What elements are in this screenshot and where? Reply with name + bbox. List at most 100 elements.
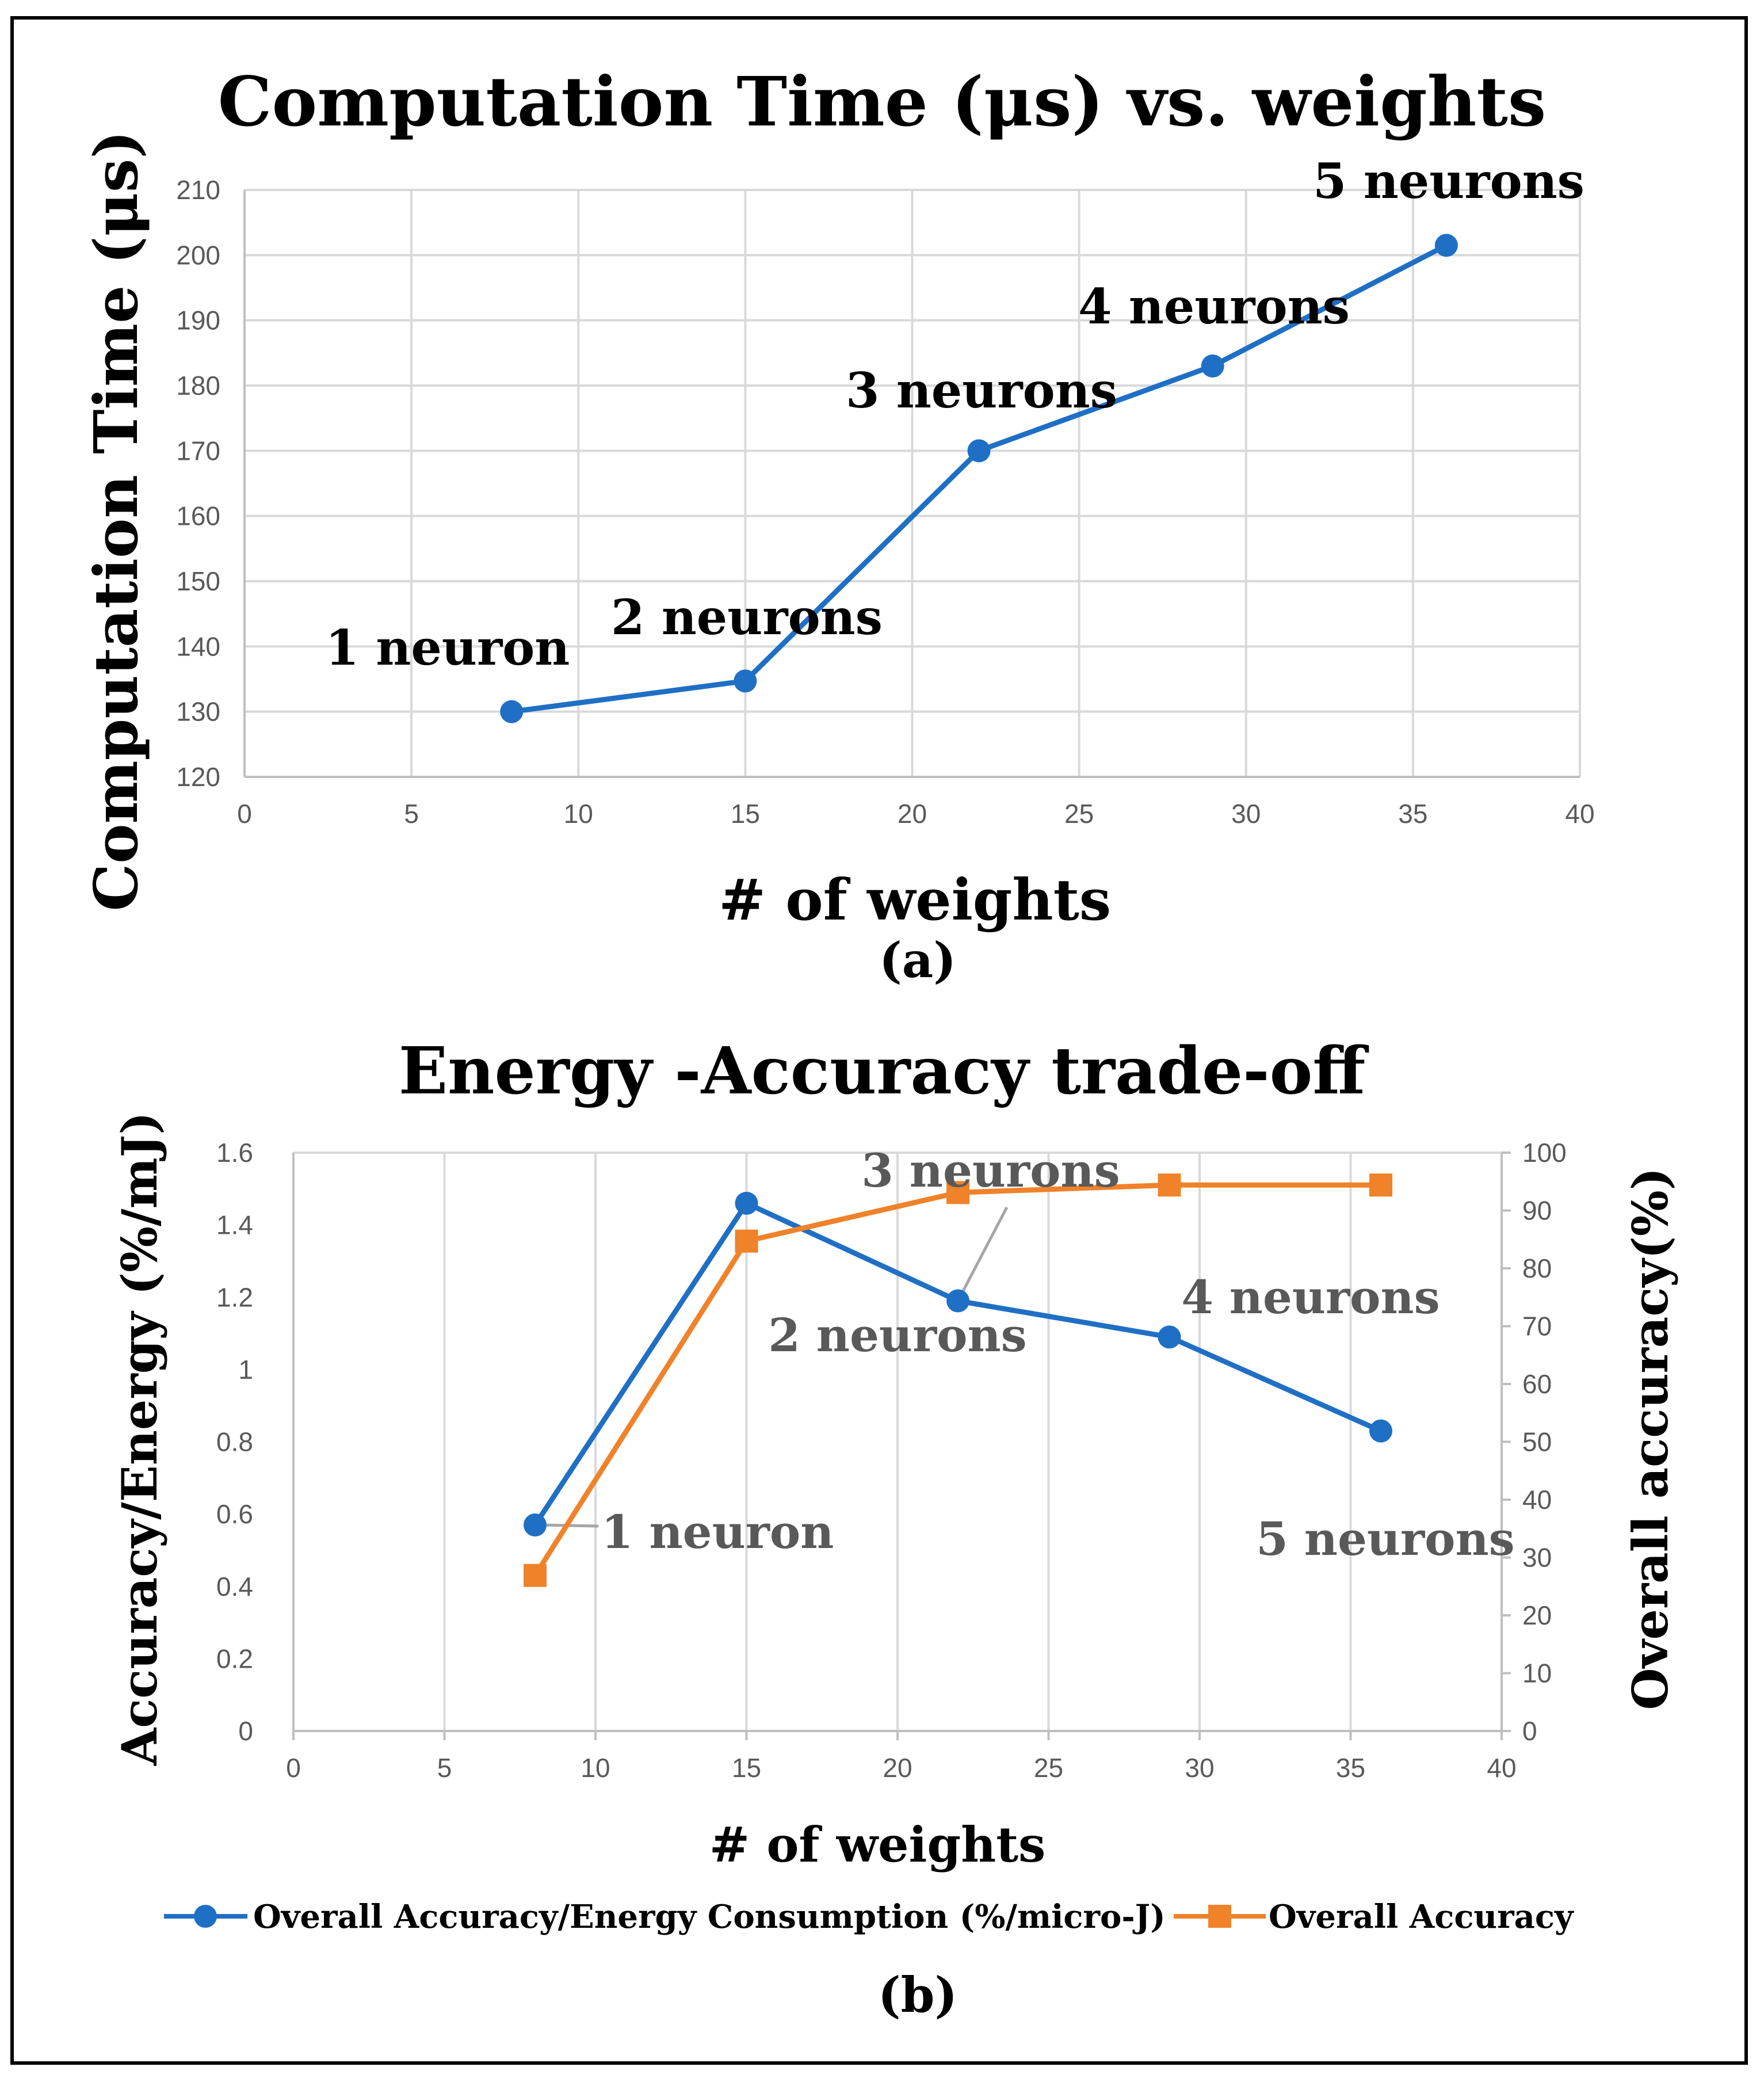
- legend-overall-accuracy-label: Overall Accuracy: [1269, 1898, 1574, 1936]
- chart-b-y2-tick-label: 30: [1522, 1543, 1552, 1573]
- figure-frame: [10, 16, 1748, 2065]
- chart-a-title: Computation Time (μs) vs. weights: [218, 62, 1547, 142]
- chart-b-y2-axis-title: Overall accuracy(%): [1622, 1168, 1679, 1710]
- chart-b-annotations: 1 neuron 2 neurons 3 neurons 4 neurons 5…: [601, 1143, 1515, 1566]
- chart-a-y-tick-label: 160: [176, 501, 220, 531]
- chart-b-series-1-point: [1158, 1325, 1181, 1349]
- chart-a-y-tick-label: 190: [176, 306, 220, 335]
- chart-a-data-point: [1201, 354, 1224, 378]
- chart-a-y-tick-label: 200: [176, 240, 220, 270]
- chart-b-annotation-3: 3 neurons: [861, 1143, 1120, 1198]
- chart-b-y2-tick-label: 0: [1522, 1716, 1537, 1746]
- chart-a-x-axis-title: # of weights: [719, 867, 1111, 933]
- chart-b-y2-tick-label: 40: [1522, 1485, 1552, 1515]
- chart-a-annotation-1: 1 neuron: [326, 619, 570, 676]
- chart-b-y-tick-label: 0.8: [216, 1427, 253, 1457]
- chart-b-y-tick-label: 0.6: [216, 1499, 253, 1529]
- legend-item-accuracy-energy: Overall Accuracy/Energy Consumption (%/m…: [164, 1898, 1166, 1936]
- chart-b-series-1-point: [946, 1289, 969, 1313]
- chart-b-annotation-2: 2 neurons: [768, 1308, 1026, 1362]
- chart-b-y-tick-label: 1.2: [216, 1282, 253, 1312]
- chart-a-y-tick-label: 120: [176, 762, 220, 792]
- chart-a-x-ticks: 0 5 10 15 20 25 30 35 40: [237, 799, 1594, 829]
- chart-b-y-ticks: 0 0.2 0.4 0.6 0.8 1 1.2 1.4 1.6: [216, 1138, 253, 1746]
- chart-b-annotation-1: 1 neuron: [601, 1505, 834, 1559]
- chart-b-y-tick-label: 0.4: [216, 1572, 253, 1602]
- legend-accuracy-energy-marker: [194, 1905, 217, 1928]
- chart-b-gridlines: [292, 1152, 1511, 1740]
- chart-a-x-tick-label: 25: [1064, 799, 1094, 829]
- chart-a-series: [500, 234, 1458, 723]
- chart-b-series-1-point: [1369, 1419, 1392, 1443]
- chart-a-annotation-3: 3 neurons: [846, 362, 1117, 419]
- chart-a-y-tick-label: 210: [176, 175, 220, 205]
- chart-a-annotation-4: 4 neurons: [1078, 278, 1350, 335]
- chart-b-x-tick-label: 15: [732, 1753, 761, 1783]
- chart-b-y2-tick-label: 90: [1522, 1196, 1552, 1226]
- chart-b-x-ticks: 0 5 10 15 20 25 30 35 40: [286, 1753, 1516, 1783]
- chart-a-x-tick-label: 15: [731, 799, 760, 829]
- chart-b-x-tick-label: 10: [581, 1753, 610, 1783]
- chart-a-x-tick-label: 35: [1398, 799, 1427, 829]
- chart-b-series-1-point: [735, 1191, 758, 1215]
- chart-a-data-point: [1434, 234, 1458, 257]
- chart-b-y2-tick-label: 60: [1522, 1369, 1552, 1399]
- chart-a-gridlines: [243, 189, 1581, 778]
- chart-a-annotations: 1 neuron 2 neurons 3 neurons 4 neurons 5…: [326, 152, 1584, 676]
- chart-a-data-point: [967, 439, 991, 463]
- chart-a-data-point: [734, 669, 757, 693]
- chart-a-x-tick-label: 0: [237, 799, 252, 829]
- chart-a-x-tick-label: 30: [1231, 799, 1261, 829]
- chart-a-y-tick-label: 150: [176, 566, 220, 596]
- chart-a-y-tick-label: 140: [176, 631, 220, 661]
- chart-a-caption: (a): [879, 932, 956, 989]
- chart-b-x-tick-label: 40: [1487, 1753, 1516, 1783]
- chart-b-y-tick-label: 0.2: [216, 1644, 253, 1673]
- chart-b-y2-tick-label: 20: [1522, 1600, 1552, 1630]
- chart-b-annotation-4: 4 neurons: [1181, 1270, 1440, 1324]
- chart-b-series: [524, 1173, 1392, 1587]
- chart-b-y2-tick-label: 100: [1522, 1138, 1567, 1168]
- chart-a-x-tick-label: 10: [564, 799, 593, 829]
- chart-b-y-tick-label: 1: [238, 1355, 253, 1385]
- chart-b-x-tick-label: 20: [883, 1753, 912, 1783]
- chart-b-y2-tick-label: 10: [1522, 1658, 1552, 1688]
- chart-a-y-tick-label: 130: [176, 697, 220, 727]
- chart-b-y2-tick-label: 70: [1522, 1311, 1552, 1341]
- chart-a-y-tick-label: 180: [176, 371, 220, 401]
- chart-b-series-2-point: [735, 1229, 758, 1253]
- chart-a-x-tick-label: 40: [1565, 799, 1594, 829]
- annotation-leader-3: [956, 1206, 1009, 1302]
- chart-b-x-tick-label: 25: [1034, 1753, 1063, 1783]
- chart-b-y-axis-title: Accuracy/Energy (%/mJ): [111, 1112, 168, 1766]
- chart-b-x-tick-label: 35: [1336, 1753, 1365, 1783]
- chart-b-x-tick-label: 5: [437, 1753, 452, 1783]
- chart-b-y-tick-label: 1.4: [216, 1210, 253, 1240]
- chart-b-y2-tick-label: 80: [1522, 1253, 1552, 1283]
- chart-a-y-axis-title: Computation Time (μs): [81, 130, 151, 911]
- chart-a-data-point: [500, 700, 524, 723]
- chart-b-caption: (b): [878, 1966, 957, 2023]
- chart-b-y2-ticks: 0 10 20 30 40 50 60 70 80 90 100: [1522, 1138, 1567, 1746]
- chart-b-y2-tick-label: 50: [1522, 1427, 1552, 1457]
- chart-b-leader-lines: [540, 1202, 1009, 1528]
- chart-a-annotation-2: 2 neurons: [611, 589, 883, 646]
- chart-a-x-tick-label: 5: [404, 799, 419, 829]
- chart-b-series-1-point: [524, 1513, 547, 1536]
- chart-a: Computation Time (μs) vs. weights 0 5 10 15…: [81, 62, 1595, 989]
- chart-b-series-2-point: [1158, 1173, 1181, 1197]
- chart-b-title: Energy -Accuracy trade-off: [399, 1034, 1369, 1109]
- chart-b-y-tick-label: 1.6: [216, 1138, 253, 1168]
- legend-overall-accuracy-marker: [1208, 1905, 1231, 1928]
- chart-b-x-tick-label: 30: [1185, 1753, 1214, 1783]
- chart-b: Energy -Accuracy trade-off 0 5 10 15 20 25 30 3…: [111, 1034, 1679, 2023]
- chart-a-y-ticks: 120 130 140 150 160 170 180 190 200 210: [176, 175, 220, 792]
- chart-a-annotation-5: 5 neurons: [1313, 152, 1584, 209]
- chart-b-series-2-point: [946, 1181, 969, 1204]
- chart-b-series-1-line: [533, 1200, 1382, 1527]
- chart-b-series-2-point: [1369, 1173, 1392, 1197]
- chart-b-series-2-point: [524, 1564, 547, 1587]
- legend-item-overall-accuracy: Overall Accuracy: [1174, 1898, 1574, 1936]
- chart-b-y-tick-label: 0: [238, 1716, 253, 1746]
